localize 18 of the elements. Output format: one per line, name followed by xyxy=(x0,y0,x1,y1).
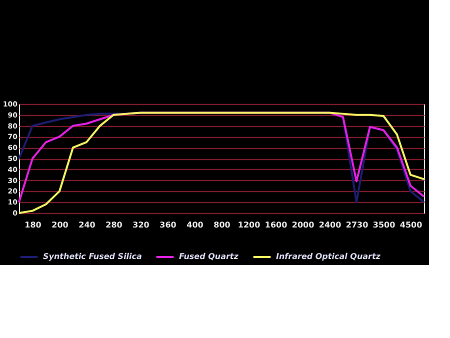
legend-label: Synthetic Fused Silica xyxy=(43,252,142,261)
x-tick-label: 2730 xyxy=(346,220,369,230)
x-tick-label: 240 xyxy=(78,220,96,230)
x-tick-label: 4500 xyxy=(400,220,423,230)
x-tick-label: 1200 xyxy=(238,220,261,230)
x-tick-label: 3500 xyxy=(372,220,396,230)
legend-label: Infrared Optical Quartz xyxy=(276,252,381,261)
legend-label: Fused Quartz xyxy=(179,252,239,261)
x-tick-label: 320 xyxy=(132,220,150,230)
x-tick-label: 280 xyxy=(106,220,123,230)
x-tick-label: 200 xyxy=(52,220,69,230)
x-tick-label: 2000 xyxy=(292,220,315,230)
x-tick-label: 180 xyxy=(24,220,42,230)
x-tick-label: 400 xyxy=(186,220,204,230)
x-tick-label: 360 xyxy=(160,220,177,230)
x-tick-label: 2400 xyxy=(318,220,342,230)
x-tick-label: 1600 xyxy=(264,220,288,230)
x-tick-label: 800 xyxy=(214,220,231,230)
